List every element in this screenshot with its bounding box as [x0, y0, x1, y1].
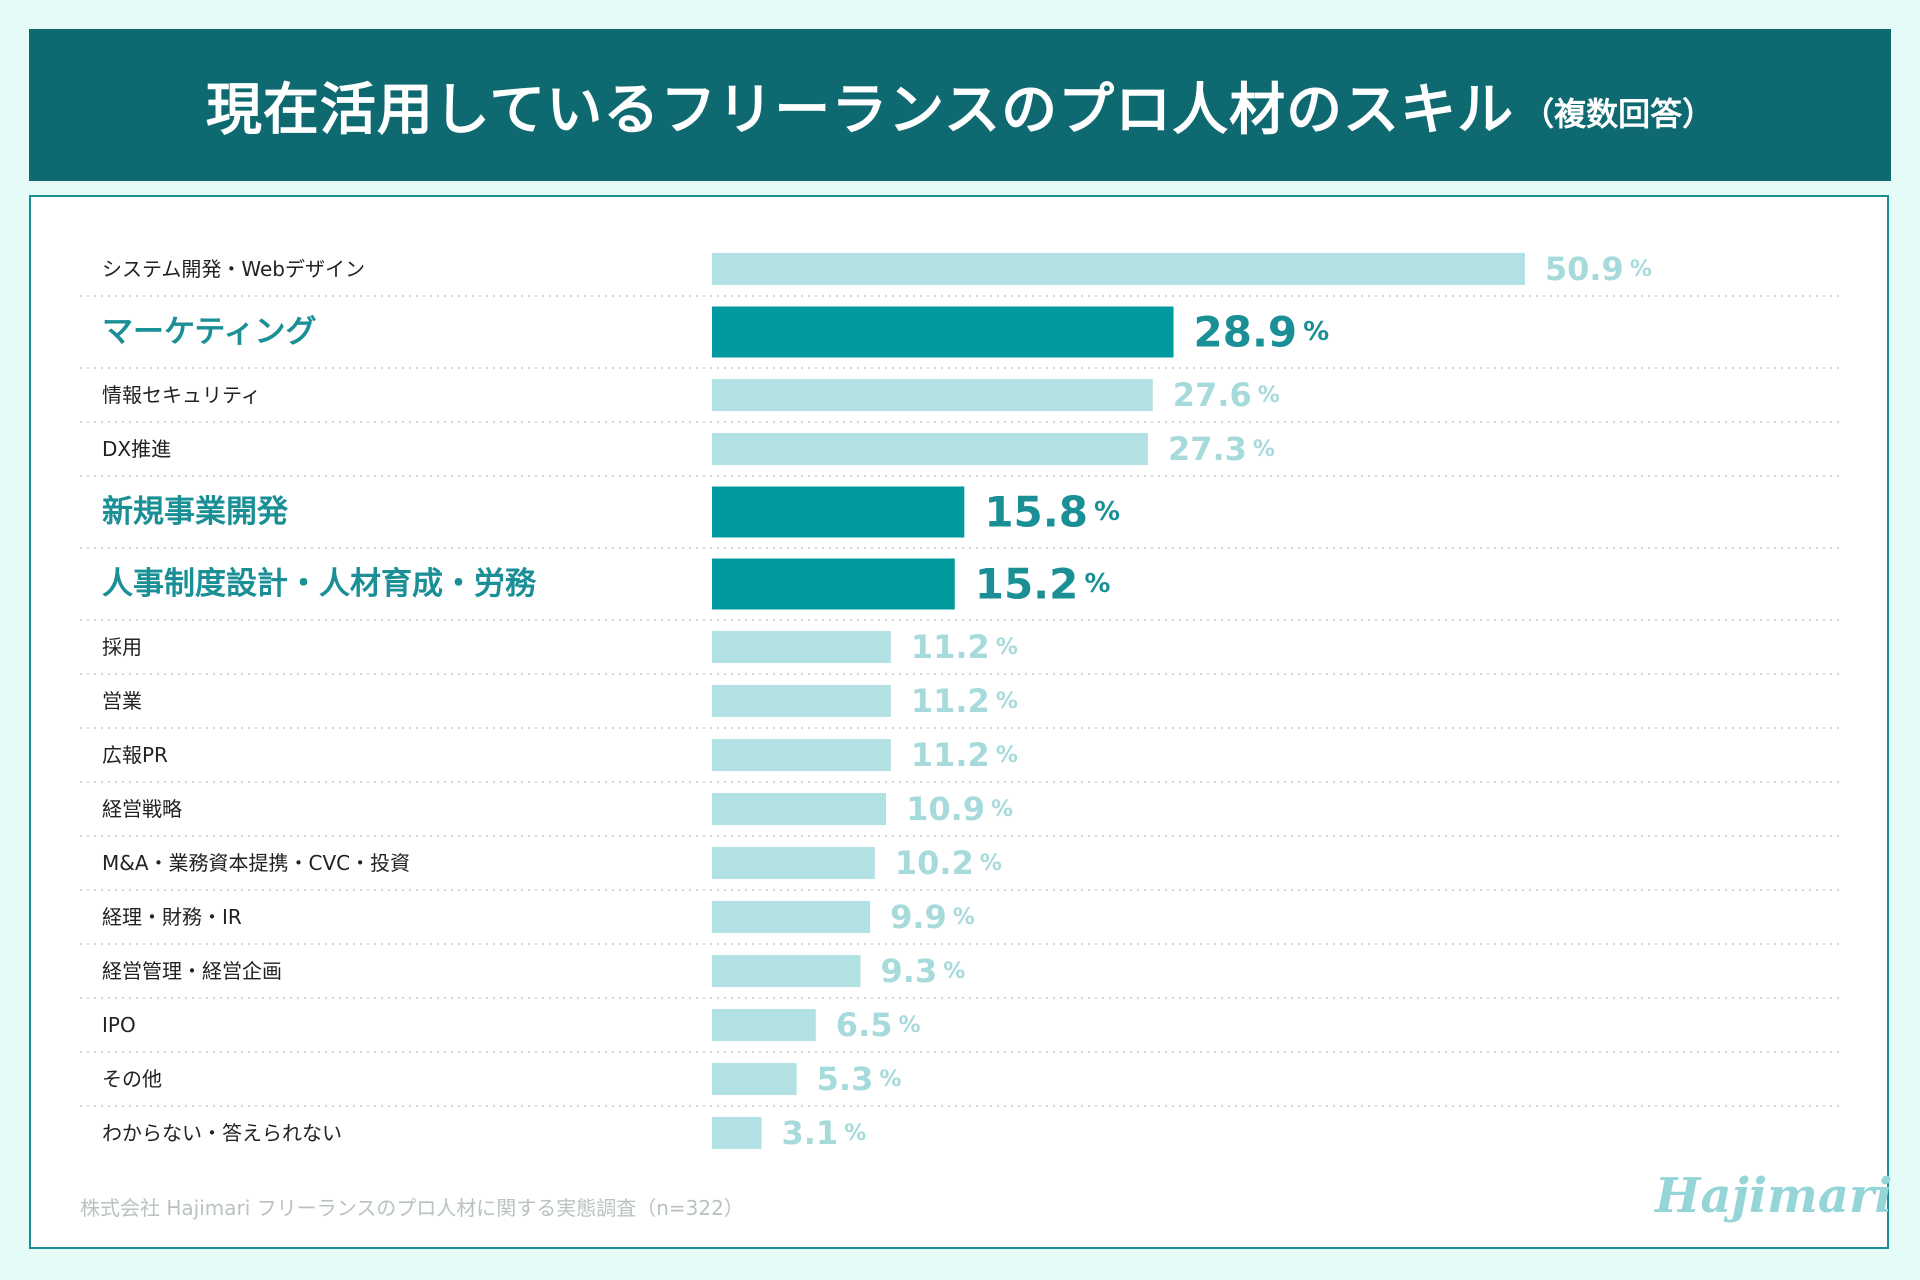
percent-suffix: %: [953, 905, 975, 930]
percent-suffix: %: [1253, 437, 1275, 462]
value-label: 27.3%: [1168, 430, 1275, 468]
value-label: 28.9%: [1194, 308, 1330, 357]
value-label: 15.8%: [984, 488, 1120, 537]
bar: [712, 1117, 762, 1149]
category-label: 人事制度設計・人材育成・労務: [102, 566, 537, 602]
percent-suffix: %: [1084, 569, 1110, 599]
category-label: 経理・財務・IR: [102, 905, 242, 929]
percent-suffix: %: [996, 635, 1018, 660]
bar: [712, 631, 891, 663]
bar: [712, 253, 1525, 285]
bar: [712, 955, 861, 987]
value-label: 27.6%: [1173, 376, 1280, 414]
value-label: 11.2%: [911, 682, 1018, 720]
bar: [712, 1009, 816, 1041]
bar: [712, 901, 871, 933]
value-label: 3.1%: [782, 1114, 867, 1152]
title-banner: 現在活用しているフリーランスのプロ人材のスキル （複数回答）: [29, 29, 1891, 181]
chart-subtitle: （複数回答）: [1522, 95, 1715, 133]
percent-suffix: %: [1258, 383, 1280, 408]
percent-suffix: %: [996, 743, 1018, 768]
value-label: 11.2%: [911, 628, 1018, 666]
value-label: 5.3%: [817, 1060, 902, 1098]
value-label: 50.9%: [1545, 250, 1652, 288]
percent-suffix: %: [943, 959, 965, 984]
category-label: 経営戦略: [102, 797, 182, 821]
category-label: 情報セキュリティ: [102, 383, 261, 407]
category-label: その他: [102, 1067, 162, 1091]
value-label: 9.9%: [890, 898, 975, 936]
percent-suffix: %: [1630, 257, 1652, 282]
category-label: 広報PR: [102, 743, 168, 767]
category-label: 経営管理・経営企画: [102, 959, 282, 983]
value-label: 9.3%: [881, 952, 966, 990]
bar: [712, 379, 1153, 411]
value-label: 15.2%: [975, 560, 1111, 609]
bar: [712, 486, 965, 538]
bar: [712, 306, 1174, 358]
value-label: 10.9%: [906, 790, 1013, 828]
bar: [712, 847, 875, 879]
category-label: IPO: [102, 1013, 136, 1037]
value-label: 10.2%: [895, 844, 1002, 882]
bar: [712, 685, 891, 717]
percent-suffix: %: [996, 689, 1018, 714]
percent-suffix: %: [1094, 497, 1120, 527]
category-label: システム開発・Webデザイン: [102, 257, 365, 281]
chart-panel: [29, 195, 1889, 1249]
bar: [712, 558, 955, 610]
source-note: 株式会社 Hajimari フリーランスのプロ人材に関する実態調査（n=322）: [80, 1196, 744, 1220]
percent-suffix: %: [980, 851, 1002, 876]
bar: [712, 793, 887, 825]
bar: [712, 433, 1148, 465]
percent-suffix: %: [879, 1067, 901, 1092]
category-label: 採用: [102, 635, 142, 659]
category-label: 新規事業開発: [102, 494, 289, 530]
hajimari-logo: Hajimari: [1655, 1168, 1893, 1224]
percent-suffix: %: [844, 1121, 866, 1146]
value-label: 6.5%: [836, 1006, 921, 1044]
value-label: 11.2%: [911, 736, 1018, 774]
category-label: 営業: [102, 689, 142, 713]
category-label: マーケティング: [102, 314, 317, 350]
category-label: DX推進: [102, 437, 171, 461]
percent-suffix: %: [898, 1013, 920, 1038]
percent-suffix: %: [991, 797, 1013, 822]
chart-title: 現在活用しているフリーランスのプロ人材のスキル: [205, 77, 1515, 143]
bar: [712, 1063, 797, 1095]
category-label: わからない・答えられない: [102, 1121, 342, 1145]
percent-suffix: %: [1303, 317, 1329, 347]
bar: [712, 739, 891, 771]
category-label: M&A・業務資本提携・CVC・投資: [102, 851, 410, 875]
